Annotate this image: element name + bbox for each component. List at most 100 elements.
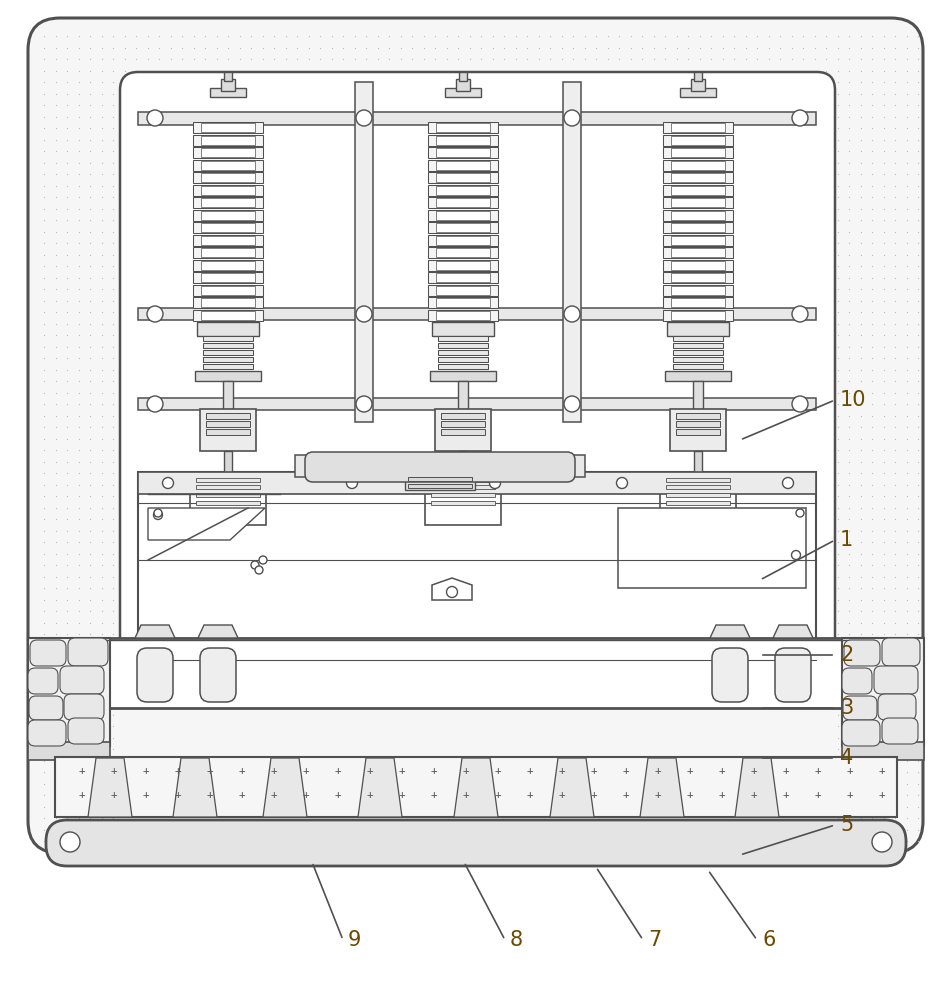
Bar <box>203 336 253 341</box>
Bar <box>196 493 260 497</box>
FancyBboxPatch shape <box>844 640 880 666</box>
Bar <box>660 473 736 525</box>
Bar <box>428 159 498 170</box>
Bar <box>671 173 725 182</box>
Bar <box>193 210 263 221</box>
Bar <box>201 298 255 307</box>
Bar <box>431 478 495 482</box>
Text: +: + <box>399 790 406 800</box>
Circle shape <box>791 550 801 560</box>
Bar <box>201 286 255 294</box>
Bar <box>206 413 250 419</box>
Bar <box>671 123 725 132</box>
Bar <box>193 184 263 196</box>
Bar <box>428 247 498 258</box>
Bar <box>428 222 498 233</box>
Bar <box>438 350 488 355</box>
Bar <box>201 186 255 194</box>
Bar <box>671 160 725 169</box>
Text: +: + <box>430 790 437 800</box>
Bar <box>663 259 733 270</box>
Text: +: + <box>463 766 469 776</box>
Bar <box>405 474 475 490</box>
Circle shape <box>153 510 163 520</box>
Bar <box>441 421 485 427</box>
Bar <box>193 310 263 320</box>
Text: +: + <box>655 790 662 800</box>
FancyBboxPatch shape <box>30 640 66 666</box>
FancyBboxPatch shape <box>28 18 923 853</box>
Bar <box>355 82 373 422</box>
Circle shape <box>259 556 267 564</box>
Bar <box>193 222 263 233</box>
Text: 8: 8 <box>510 930 524 950</box>
Text: +: + <box>719 766 725 776</box>
Text: 3: 3 <box>840 698 853 718</box>
Circle shape <box>147 396 163 412</box>
Bar <box>201 273 255 282</box>
Circle shape <box>564 306 580 322</box>
Bar <box>671 248 725 257</box>
Bar <box>201 260 255 269</box>
Bar <box>436 223 490 232</box>
Text: +: + <box>783 766 789 776</box>
Bar <box>28 742 110 760</box>
Bar <box>203 364 253 369</box>
Bar <box>671 148 725 157</box>
Text: +: + <box>590 766 597 776</box>
Bar <box>428 272 498 283</box>
Bar <box>138 112 816 125</box>
Text: +: + <box>495 766 502 776</box>
Bar <box>203 350 253 355</box>
Bar <box>201 198 255 207</box>
Polygon shape <box>454 758 498 817</box>
Bar <box>663 134 733 145</box>
Bar <box>428 147 498 158</box>
Bar <box>438 364 488 369</box>
Bar <box>432 322 494 336</box>
Bar <box>201 148 255 157</box>
Bar <box>138 398 816 410</box>
Bar <box>670 409 726 451</box>
Bar <box>206 429 250 435</box>
Text: 4: 4 <box>840 748 853 768</box>
Bar <box>436 135 490 144</box>
Bar <box>441 413 485 419</box>
Text: +: + <box>623 766 629 776</box>
Circle shape <box>251 561 259 569</box>
Polygon shape <box>173 758 217 817</box>
Text: +: + <box>110 790 117 800</box>
Bar <box>55 757 897 817</box>
Text: 7: 7 <box>648 930 662 950</box>
Bar <box>221 79 235 91</box>
Bar <box>138 472 816 667</box>
Bar <box>435 409 491 451</box>
FancyBboxPatch shape <box>712 648 748 702</box>
Bar <box>224 451 232 473</box>
Circle shape <box>60 832 80 852</box>
Bar <box>671 310 725 320</box>
Bar <box>436 173 490 182</box>
Bar <box>618 508 806 588</box>
FancyBboxPatch shape <box>878 694 916 720</box>
Bar <box>203 343 253 348</box>
Text: 5: 5 <box>840 815 853 835</box>
Bar <box>842 742 924 760</box>
Bar <box>663 122 733 133</box>
Polygon shape <box>263 758 307 817</box>
FancyBboxPatch shape <box>874 666 918 694</box>
Circle shape <box>356 110 372 126</box>
Text: +: + <box>559 790 565 800</box>
Polygon shape <box>198 625 238 638</box>
FancyBboxPatch shape <box>64 694 104 720</box>
Bar <box>193 172 263 183</box>
Bar <box>431 493 495 497</box>
Text: 1: 1 <box>840 530 853 550</box>
Bar <box>120 665 835 683</box>
Text: +: + <box>79 766 86 776</box>
Bar <box>663 222 733 233</box>
Bar <box>193 247 263 258</box>
Bar <box>295 455 585 477</box>
Bar <box>445 88 481 97</box>
Bar <box>201 123 255 132</box>
